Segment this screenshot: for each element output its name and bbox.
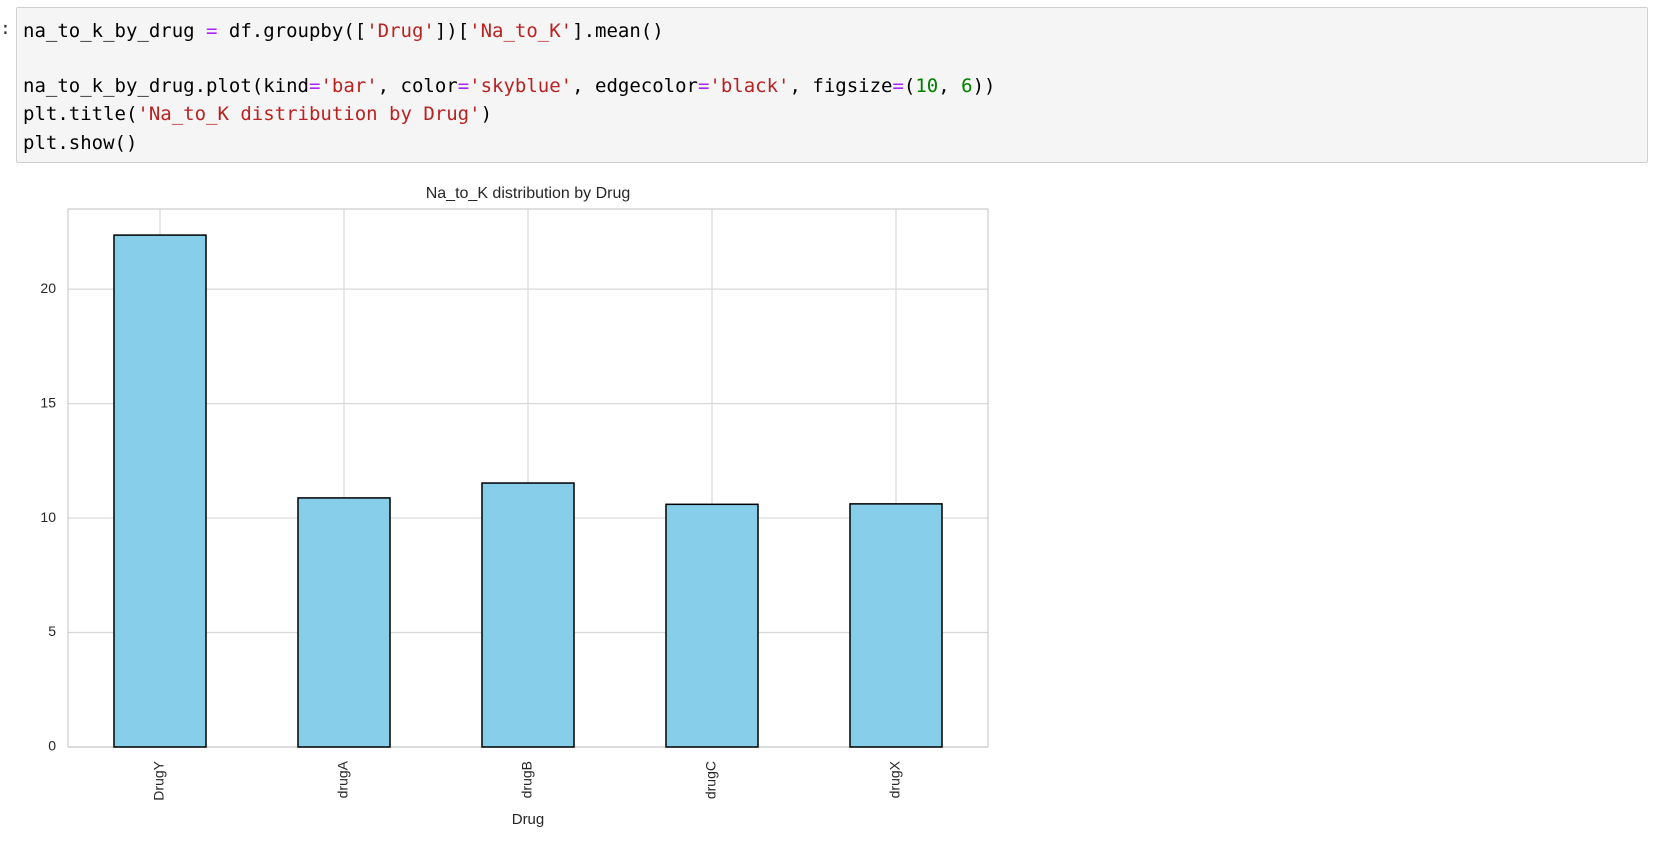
- bar: [481, 482, 575, 748]
- cell-prompt: :: [0, 18, 11, 39]
- bar: [665, 503, 759, 748]
- x-tick-label: drugB: [519, 761, 535, 798]
- code-cell[interactable]: na_to_k_by_drug = df.groupby(['Drug'])['…: [16, 7, 1648, 163]
- code-token: 'Na_to_K distribution by Drug': [137, 103, 481, 125]
- code-token: ])[: [434, 20, 470, 42]
- code-token: =: [697, 75, 710, 97]
- code-token: 'bar': [320, 75, 378, 97]
- x-tick-label: drugC: [703, 761, 719, 799]
- code-token: plt.title(: [23, 103, 138, 125]
- code-token: 'Na_to_K': [469, 20, 573, 42]
- code-token: 10: [915, 75, 939, 97]
- y-tick-label: 0: [48, 738, 56, 754]
- code-token: =: [308, 75, 321, 97]
- x-tick-label: drugA: [335, 760, 351, 798]
- chart: Na_to_K distribution by Drug 0 5 10 15 20 Drug…: [40, 185, 989, 828]
- code-line: plt.show(): [23, 132, 137, 154]
- code-token: plt.show(): [23, 132, 138, 154]
- y-tick-label: 5: [48, 623, 56, 639]
- code-token: 'black': [709, 75, 790, 97]
- code-token: ,: [938, 75, 962, 97]
- code-token: =: [457, 75, 470, 97]
- y-tick-label: 10: [40, 509, 56, 525]
- code-token: (: [903, 75, 916, 97]
- code-token: ].mean(): [572, 20, 664, 42]
- code-token: , color: [377, 75, 458, 97]
- code-token: 'skyblue': [469, 75, 573, 97]
- code-token: 'Drug': [366, 20, 435, 42]
- code-token: na_to_k_by_drug.plot(kind: [23, 75, 309, 97]
- y-tick-label: 20: [40, 280, 56, 296]
- code-token: =: [206, 20, 218, 42]
- code-token: , edgecolor: [572, 75, 698, 97]
- code-token: =: [892, 75, 904, 97]
- code-line: plt.title('Na_to_K distribution by Drug'…: [23, 103, 492, 125]
- bar: [849, 503, 943, 748]
- code-token: , figsize: [789, 75, 893, 97]
- chart-title: Na_to_K distribution by Drug: [426, 185, 631, 202]
- code-line: na_to_k_by_drug = df.groupby(['Drug'])['…: [23, 20, 664, 42]
- bar: [297, 497, 391, 748]
- code-token: 6: [961, 75, 973, 97]
- x-tick-label: DrugY: [151, 760, 167, 800]
- x-tick-label: drugX: [887, 760, 903, 798]
- code-token: ): [480, 103, 493, 125]
- code-line: na_to_k_by_drug.plot(kind='bar', color='…: [23, 75, 995, 97]
- code-token: df.groupby([: [217, 20, 367, 42]
- bar: [113, 234, 207, 748]
- code-token: )): [972, 75, 996, 97]
- code-token: na_to_k_by_drug: [23, 20, 207, 42]
- x-axis-label: Drug: [512, 811, 545, 828]
- y-tick-label: 15: [40, 394, 56, 410]
